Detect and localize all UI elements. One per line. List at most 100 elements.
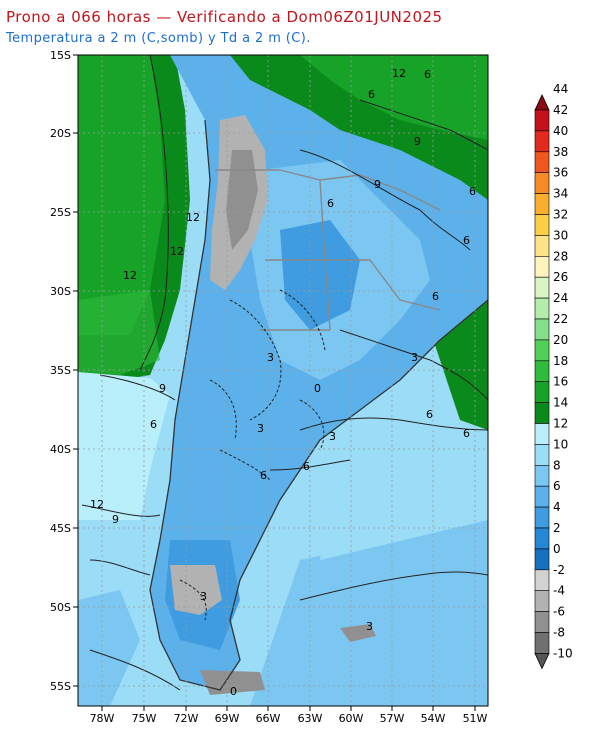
contour-label: 9 bbox=[414, 135, 421, 148]
colorbar-label: 28 bbox=[553, 249, 568, 263]
colorbar-label: 22 bbox=[553, 312, 568, 326]
contour-label: 9 bbox=[112, 513, 119, 526]
colorbar-swatch bbox=[534, 172, 550, 194]
colorbar-swatch bbox=[534, 611, 550, 633]
contour-label: 3 bbox=[200, 590, 207, 603]
lat-label: 30S bbox=[50, 285, 71, 298]
lon-label: 63W bbox=[298, 712, 323, 725]
lat-label: 15S bbox=[50, 49, 71, 62]
colorbar-swatch bbox=[534, 339, 550, 362]
lat-ticks bbox=[73, 54, 78, 687]
chart-title: Prono a 066 horas — Verificando a Dom06Z… bbox=[6, 8, 443, 26]
lon-label: 69W bbox=[215, 712, 240, 725]
contour-label: 3 bbox=[411, 351, 418, 364]
contour-label: 12 bbox=[123, 269, 137, 282]
lon-label: 78W bbox=[90, 712, 115, 725]
colorbar-swatch bbox=[534, 632, 550, 654]
atlantic-mid bbox=[320, 380, 488, 560]
dewpoint-contours bbox=[179, 289, 326, 621]
ocean-band-10 bbox=[78, 520, 145, 600]
contour-label: 6 bbox=[463, 427, 470, 440]
contour-label: 9 bbox=[159, 382, 166, 395]
colorbar-swatch bbox=[534, 381, 550, 403]
colorbar-swatch bbox=[534, 318, 550, 341]
andes-coldest bbox=[226, 150, 258, 250]
contour-label: 6 bbox=[426, 408, 433, 421]
contour-label: 12 bbox=[90, 498, 104, 511]
contour-label: 12 bbox=[170, 245, 184, 258]
colorbar-swatch bbox=[534, 255, 550, 278]
gridlines bbox=[78, 55, 488, 706]
colorbar-label: -6 bbox=[553, 605, 565, 619]
chart-subtitle: Temperatura a 2 m (C,somb) y Td a 2 m (C… bbox=[6, 31, 311, 46]
contour-label: 6 bbox=[424, 68, 431, 81]
atlantic-south bbox=[250, 520, 488, 706]
colorbar-label: -2 bbox=[553, 563, 565, 577]
colorbar-swatch bbox=[534, 485, 550, 508]
patagonia-ice bbox=[170, 565, 222, 615]
lat-label: 35S bbox=[50, 364, 71, 377]
colorbar-label: 36 bbox=[553, 166, 568, 180]
colorbar-swatch bbox=[534, 402, 550, 424]
lat-label: 55S bbox=[50, 680, 71, 693]
contour-label: 3 bbox=[257, 422, 264, 435]
borders bbox=[215, 169, 441, 331]
colorbar-label: 4 bbox=[553, 500, 561, 514]
ocean-warm-green-2 bbox=[78, 55, 165, 335]
colorbar-swatch bbox=[534, 506, 550, 529]
colorbar-swatch bbox=[534, 444, 550, 466]
colorbar-swatch bbox=[534, 423, 550, 445]
contour-label: 6 bbox=[432, 290, 439, 303]
colorbar-swatch bbox=[534, 276, 550, 299]
lon-axis: 78W 75W 72W 69W 66W 63W 60W 57W 54W 51W bbox=[90, 712, 488, 725]
colorbar-swatch bbox=[534, 569, 550, 591]
lon-label: 72W bbox=[174, 712, 199, 725]
contour-label: 6 bbox=[260, 469, 267, 482]
contour-label: 6 bbox=[469, 185, 476, 198]
colorbar-label: -4 bbox=[553, 584, 565, 598]
contour-label: 0 bbox=[230, 685, 237, 698]
lat-label: 40S bbox=[50, 443, 71, 456]
lat-label: 50S bbox=[50, 601, 71, 614]
lat-label: 45S bbox=[50, 522, 71, 535]
contour-labels: 12 6 6 9 9 6 6 6 6 6 6 12 12 12 3 9 3 6 … bbox=[90, 67, 476, 698]
colorbar-swatch bbox=[534, 527, 550, 550]
temp-contours bbox=[81, 55, 488, 691]
ocean-warm-band bbox=[78, 290, 160, 375]
contour-label: 9 bbox=[374, 178, 381, 191]
colorbar-label: 38 bbox=[553, 145, 568, 159]
falkland-islands bbox=[340, 624, 376, 642]
tropical-north-2 bbox=[300, 55, 488, 140]
colorbar-swatch bbox=[534, 109, 550, 132]
colorbar-label: -10 bbox=[553, 646, 573, 660]
colorbar-label: 14 bbox=[553, 396, 568, 410]
lon-label: 57W bbox=[380, 712, 405, 725]
contour-label: 3 bbox=[366, 620, 373, 633]
colorbar-bottom-arrow bbox=[534, 653, 550, 670]
inland-cool bbox=[280, 220, 360, 330]
colorbar-swatch bbox=[534, 360, 550, 382]
ocean-band-12 bbox=[78, 372, 170, 520]
contour-label: 6 bbox=[368, 88, 375, 101]
colorbar-swatch bbox=[534, 214, 550, 236]
contour-label: 6 bbox=[150, 418, 157, 431]
contour-label: 3 bbox=[267, 351, 274, 364]
contour-label: 6 bbox=[463, 234, 470, 247]
colorbar: 4442403836343230282624222018161412108642… bbox=[534, 82, 573, 670]
contour-label: 0 bbox=[314, 382, 321, 395]
colorbar-label: 40 bbox=[553, 124, 568, 138]
lon-label: 54W bbox=[421, 712, 446, 725]
colorbar-label: 2 bbox=[553, 521, 561, 535]
plot-frame bbox=[77, 54, 489, 707]
colorbar-label: 12 bbox=[553, 417, 568, 431]
lon-label: 51W bbox=[463, 712, 488, 725]
lat-label: 25S bbox=[50, 206, 71, 219]
ocean-band-8 bbox=[78, 590, 140, 706]
colorbar-label: 44 bbox=[553, 82, 568, 96]
colorbar-label: 24 bbox=[553, 291, 568, 305]
colorbar-swatch bbox=[534, 235, 550, 257]
colorbar-swatch bbox=[534, 193, 550, 215]
lon-label: 75W bbox=[132, 712, 157, 725]
colorbar-swatch bbox=[534, 151, 550, 174]
contour-label: 3 bbox=[329, 430, 336, 443]
